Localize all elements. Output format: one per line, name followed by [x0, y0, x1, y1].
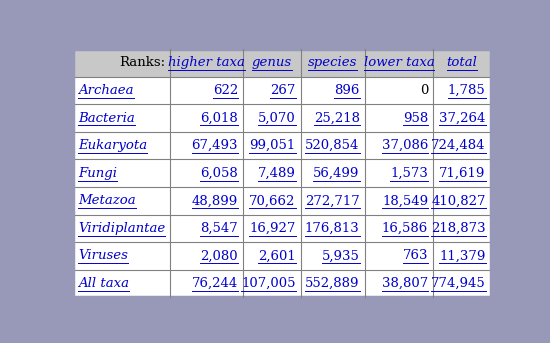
Text: 724,484: 724,484: [431, 139, 486, 152]
Text: 0: 0: [420, 84, 428, 97]
Text: 520,854: 520,854: [305, 139, 360, 152]
Text: 958: 958: [403, 111, 428, 125]
Text: Bacteria: Bacteria: [78, 111, 135, 125]
Bar: [73, 104, 491, 132]
Text: 25,218: 25,218: [314, 111, 360, 125]
Bar: [73, 215, 491, 242]
Text: 18,549: 18,549: [382, 194, 428, 207]
Text: 896: 896: [334, 84, 360, 97]
Bar: [73, 187, 491, 215]
Text: species: species: [308, 56, 358, 69]
Text: 107,005: 107,005: [241, 277, 295, 290]
Text: 267: 267: [270, 84, 295, 97]
Text: 71,619: 71,619: [439, 167, 486, 180]
Text: 37,086: 37,086: [382, 139, 428, 152]
Bar: [73, 159, 491, 187]
Text: 1,785: 1,785: [448, 84, 486, 97]
Text: Archaea: Archaea: [78, 84, 134, 97]
Text: 176,813: 176,813: [305, 222, 360, 235]
Text: 1,573: 1,573: [390, 167, 428, 180]
Text: 56,499: 56,499: [314, 167, 360, 180]
Text: 11,379: 11,379: [439, 249, 486, 262]
Bar: [73, 49, 491, 77]
Bar: [73, 242, 491, 270]
Text: 8,547: 8,547: [200, 222, 238, 235]
Text: 38,807: 38,807: [382, 277, 428, 290]
Text: total: total: [447, 56, 477, 69]
Text: 622: 622: [213, 84, 238, 97]
Text: 5,935: 5,935: [322, 249, 360, 262]
Bar: [73, 77, 491, 104]
Text: 2,080: 2,080: [200, 249, 238, 262]
Text: Viridiplantae: Viridiplantae: [78, 222, 166, 235]
Text: 6,018: 6,018: [200, 111, 238, 125]
Text: 5,070: 5,070: [258, 111, 295, 125]
Text: lower taxa: lower taxa: [364, 56, 434, 69]
Bar: [73, 132, 491, 159]
Text: 272,717: 272,717: [305, 194, 360, 207]
Text: 763: 763: [403, 249, 428, 262]
Text: 99,051: 99,051: [249, 139, 295, 152]
Text: Eukaryota: Eukaryota: [78, 139, 147, 152]
Text: 552,889: 552,889: [305, 277, 360, 290]
Text: 2,601: 2,601: [258, 249, 295, 262]
Text: Metazoa: Metazoa: [78, 194, 136, 207]
Text: Fungi: Fungi: [78, 167, 117, 180]
Text: Ranks:: Ranks:: [119, 56, 165, 69]
Text: 67,493: 67,493: [191, 139, 238, 152]
Text: 218,873: 218,873: [431, 222, 486, 235]
Text: All taxa: All taxa: [78, 277, 129, 290]
Text: 37,264: 37,264: [439, 111, 486, 125]
Bar: [73, 270, 491, 297]
Text: 7,489: 7,489: [257, 167, 295, 180]
Text: 16,927: 16,927: [249, 222, 295, 235]
Text: 6,058: 6,058: [200, 167, 238, 180]
Text: 774,945: 774,945: [431, 277, 486, 290]
Text: 410,827: 410,827: [431, 194, 486, 207]
Text: 16,586: 16,586: [382, 222, 428, 235]
Text: 76,244: 76,244: [192, 277, 238, 290]
Text: genus: genus: [252, 56, 292, 69]
Text: 48,899: 48,899: [192, 194, 238, 207]
Text: 70,662: 70,662: [249, 194, 295, 207]
Text: Viruses: Viruses: [78, 249, 128, 262]
Text: higher taxa: higher taxa: [168, 56, 245, 69]
